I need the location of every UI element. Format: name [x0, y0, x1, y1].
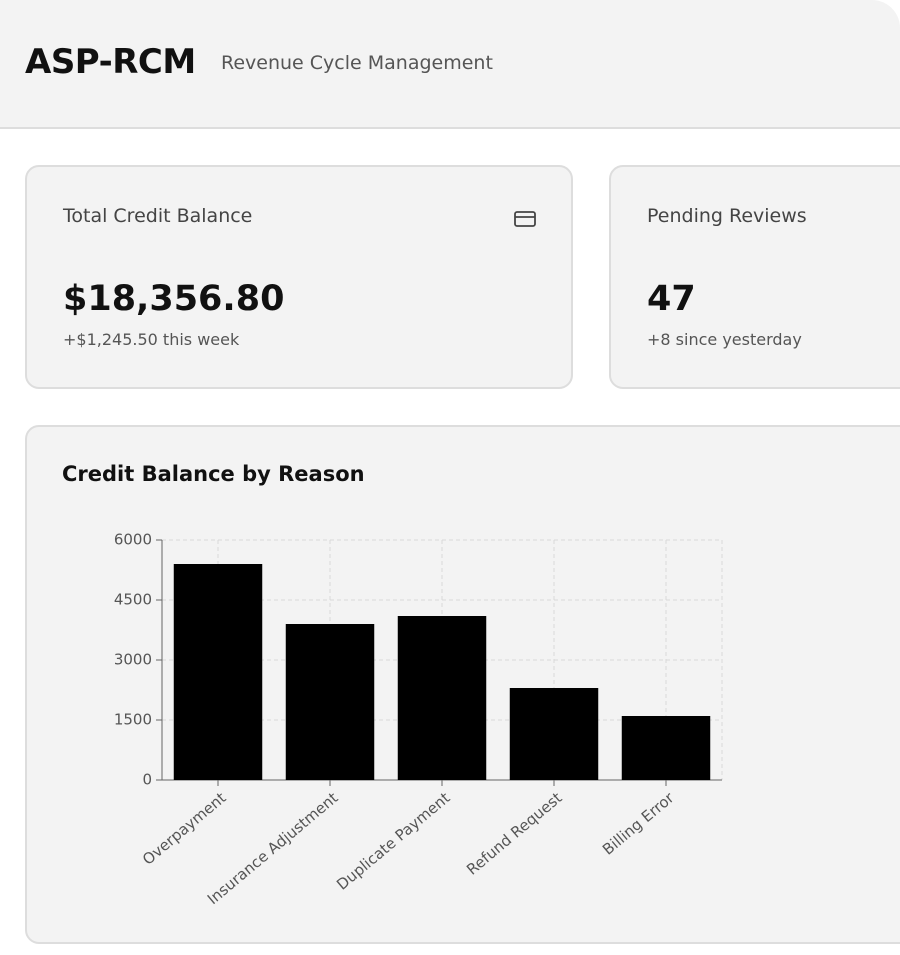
card-icon	[514, 211, 536, 227]
stat-card: Pending Reviews 47 +8 since yesterday	[609, 165, 900, 389]
x-tick-label: Refund Request	[463, 789, 565, 879]
chart-card: Credit Balance by Reason 0 1500 3000 4500 60…	[25, 425, 900, 944]
chart-title: Credit Balance by Reason	[62, 462, 365, 486]
card-change: +8 since yesterday	[647, 330, 802, 349]
card-value: 47	[647, 279, 696, 319]
x-tick-label: Billing Error	[599, 788, 678, 858]
x-tick-label: Duplicate Payment	[333, 789, 453, 894]
y-tick-label: 4500	[114, 591, 152, 609]
x-tick-label: Overpayment	[139, 789, 229, 869]
app-title: ASP-RCM	[25, 42, 196, 82]
y-tick-label: 6000	[114, 531, 152, 549]
bar	[397, 616, 487, 780]
y-tick-label: 1500	[114, 711, 152, 729]
bar	[173, 564, 263, 780]
card-title: Total Credit Balance	[63, 205, 253, 227]
bar	[621, 716, 711, 780]
card-value: $18,356.80	[63, 279, 285, 319]
card-title: Pending Reviews	[647, 205, 807, 227]
bar	[285, 624, 375, 780]
header: ASP-RCM Revenue Cycle Management	[0, 0, 900, 129]
card-change: +$1,245.50 this week	[63, 330, 240, 349]
app-subtitle: Revenue Cycle Management	[221, 52, 493, 74]
bar	[509, 688, 599, 780]
y-tick-label: 0	[142, 771, 152, 789]
y-tick-label: 3000	[114, 651, 152, 669]
stat-card: Total Credit Balance $18,356.80 +$1,245.…	[25, 165, 573, 389]
